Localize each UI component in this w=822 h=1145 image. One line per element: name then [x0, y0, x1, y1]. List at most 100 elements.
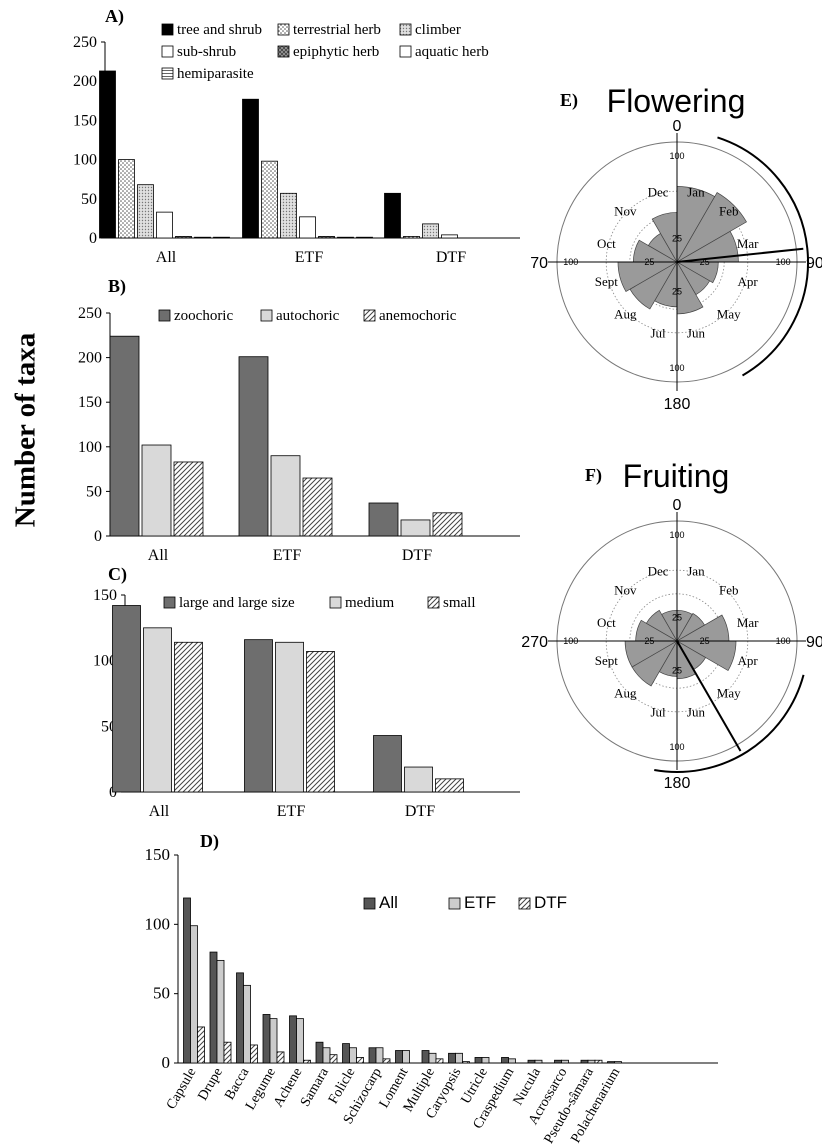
- panel-a-bar: [213, 236, 230, 239]
- panel-f-compass-90: 90: [806, 634, 822, 651]
- panel-e-compass-180: 180: [664, 396, 691, 413]
- panel-a-bar: [99, 70, 116, 239]
- panel-a-legend-label: hemiparasite: [177, 66, 254, 82]
- panel-e-month-label: Aug: [614, 307, 637, 322]
- panel-d-bar: [356, 1057, 364, 1064]
- panel-c-x-tick-label: ETF: [277, 803, 306, 820]
- panel-c-bar: [244, 639, 273, 793]
- panel-a-bar: [337, 236, 354, 239]
- panel-b-y-tick-label: 100: [78, 439, 102, 456]
- panel-f-confidence-arc: [654, 674, 805, 773]
- panel-f-month-label: Nov: [614, 582, 637, 597]
- panel-e-label: E): [560, 90, 578, 111]
- panel-d-bar: [421, 1050, 430, 1064]
- panel-d-y-tick-label: 100: [145, 914, 171, 933]
- panel-a-bar: [356, 236, 373, 239]
- panel-a-bar: [422, 223, 439, 239]
- panel-d-bar: [276, 1051, 285, 1064]
- panel-e-axis-tick-label: 25: [672, 233, 682, 243]
- panel-b-bar: [109, 335, 140, 537]
- panel-e-month-label: Dec: [648, 184, 669, 199]
- panel-d-legend-label: All: [379, 893, 398, 912]
- panel-d-bar: [534, 1059, 543, 1064]
- panel-d-bar: [481, 1057, 490, 1064]
- panel-a-bar: [242, 98, 259, 239]
- panel-a-bar: [175, 236, 192, 239]
- panel-f-sector: [645, 609, 678, 642]
- panel-a-y-tick-label: 250: [73, 34, 97, 51]
- panel-e-month-label: Jan: [687, 184, 705, 199]
- panel-f-compass-180: 180: [664, 775, 691, 792]
- panel-e-sector: [676, 192, 747, 263]
- panel-b-x-tick-label: DTF: [402, 547, 432, 564]
- panel-c-x-tick-label: DTF: [405, 803, 435, 820]
- panel-d-bar: [342, 1043, 350, 1064]
- panel-d-y-tick-label: 150: [145, 845, 171, 864]
- panel-e-axis-tick-label: 100: [669, 363, 684, 373]
- panel-a-bar: [156, 211, 173, 239]
- panel-d-bar: [455, 1052, 463, 1064]
- panel-c-bar: [174, 641, 203, 793]
- panel-c-legend-swatch: [427, 596, 440, 609]
- panel-d-bar: [508, 1058, 516, 1064]
- panel-a-legend-label: sub-shrub: [177, 44, 236, 60]
- panel-f-month-label: May: [717, 686, 741, 701]
- panel-a-bar: [261, 160, 278, 239]
- panel-a-x-tick-label: ETF: [295, 249, 324, 266]
- panel-e-month-label: Sept: [595, 274, 619, 289]
- panel-b-label: B): [108, 276, 126, 297]
- panel-d-bar: [250, 1044, 258, 1064]
- panel-a-bar: [280, 192, 297, 239]
- panel-d-bar: [209, 951, 218, 1064]
- panel-c-y-tick-label: 0: [109, 784, 117, 801]
- panel-a-legend-label: terrestrial herb: [293, 22, 381, 38]
- y-axis-title-text: Number of taxa: [9, 332, 42, 528]
- panel-a-bar: [384, 192, 401, 239]
- panel-f-compass-0: 0: [673, 497, 682, 514]
- panel-d-legend-label: DTF: [534, 893, 567, 912]
- panel-e-confidence-arc: [717, 136, 809, 377]
- panel-f-month-label: Dec: [648, 563, 669, 578]
- panel-d-bar: [289, 1015, 297, 1064]
- panel-f-title: Fruiting: [623, 458, 730, 494]
- panel-c-label: C): [108, 564, 127, 585]
- panel-d-y-tick-label: 0: [162, 1053, 171, 1072]
- panel-d-bar: [428, 1052, 437, 1064]
- panel-b-bar: [270, 455, 301, 537]
- panel-d-bar: [296, 1018, 304, 1064]
- panel-b-x-tick-label: ETF: [273, 547, 302, 564]
- panel-a-bar: [403, 236, 420, 239]
- panel-b-bar: [302, 477, 333, 537]
- panel-d-legend-swatch: [518, 897, 531, 910]
- panel-e-axis-tick-label: 100: [563, 257, 578, 267]
- panel-e-title: Flowering: [607, 83, 746, 119]
- panel-e-axis-tick-label: 100: [776, 257, 791, 267]
- panel-b-bar: [432, 512, 463, 537]
- panel-a-y-tick-label: 0: [89, 230, 97, 247]
- panel-e-month-label: May: [717, 307, 741, 322]
- panel-a-legend-label: climber: [415, 22, 461, 38]
- panel-d-bar: [402, 1050, 410, 1064]
- panel-f-axis-tick-label: 25: [672, 612, 682, 622]
- panel-e-axis-tick-label: 25: [644, 257, 654, 267]
- panel-b-bar: [368, 502, 399, 537]
- panel-b-y-tick-label: 0: [94, 528, 102, 545]
- panel-a-y-tick-label: 100: [73, 152, 97, 169]
- panel-a-legend-swatch: [277, 23, 290, 36]
- panel-c-bar: [275, 641, 304, 793]
- panel-f-month-label: Sept: [595, 653, 619, 668]
- panel-f-compass-270: 270: [521, 634, 548, 651]
- panel-d-bar: [474, 1057, 483, 1064]
- panel-c-legend-label: large and large size: [179, 595, 295, 611]
- panel-c-x-tick-label: All: [149, 803, 170, 820]
- panel-d-legend-swatch: [363, 897, 376, 910]
- panel-e-axis-tick-label: 25: [700, 257, 710, 267]
- panel-b-bar: [141, 444, 172, 537]
- panel-d-bar: [587, 1059, 596, 1064]
- panel-d-legend-swatch: [448, 897, 461, 910]
- panel-e-compass-270: 70: [530, 255, 548, 272]
- panel-f-mean-vector: [676, 640, 742, 752]
- panel-b-y-tick-label: 50: [86, 483, 102, 500]
- panel-d-x-tick-label: Capsule: [164, 1066, 200, 1113]
- panel-e-axis-tick-label: 100: [669, 151, 684, 161]
